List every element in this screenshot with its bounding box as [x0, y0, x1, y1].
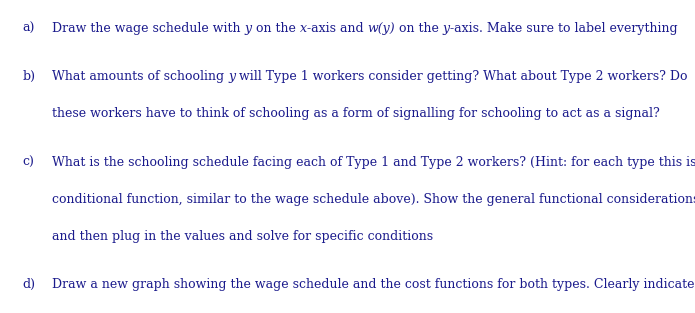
Text: What amounts of schooling: What amounts of schooling — [52, 70, 228, 84]
Text: -axis and: -axis and — [306, 22, 367, 35]
Text: x: x — [300, 22, 306, 35]
Text: y: y — [228, 70, 236, 84]
Text: y: y — [443, 22, 450, 35]
Text: d): d) — [22, 278, 35, 291]
Text: w(y): w(y) — [367, 22, 395, 35]
Text: What is the schooling schedule facing each of Type 1 and Type 2 workers? (Hint: : What is the schooling schedule facing ea… — [52, 156, 695, 169]
Text: y: y — [245, 22, 252, 35]
Text: on the: on the — [252, 22, 300, 35]
Text: Draw a new graph showing the wage schedule and the cost functions for both types: Draw a new graph showing the wage schedu… — [52, 278, 694, 291]
Text: b): b) — [22, 70, 35, 84]
Text: c): c) — [22, 156, 34, 169]
Text: Draw the wage schedule with: Draw the wage schedule with — [52, 22, 245, 35]
Text: on the: on the — [395, 22, 443, 35]
Text: -axis. Make sure to label everything: -axis. Make sure to label everything — [450, 22, 678, 35]
Text: conditional function, similar to the wage schedule above). Show the general func: conditional function, similar to the wag… — [52, 193, 695, 206]
Text: and then plug in the values and solve for specific conditions: and then plug in the values and solve fo… — [52, 230, 433, 243]
Text: a): a) — [22, 22, 35, 35]
Text: will Type 1 workers consider getting? What about Type 2 workers? Do: will Type 1 workers consider getting? Wh… — [236, 70, 688, 84]
Text: these workers have to think of schooling as a form of signalling for schooling t: these workers have to think of schooling… — [52, 107, 660, 121]
